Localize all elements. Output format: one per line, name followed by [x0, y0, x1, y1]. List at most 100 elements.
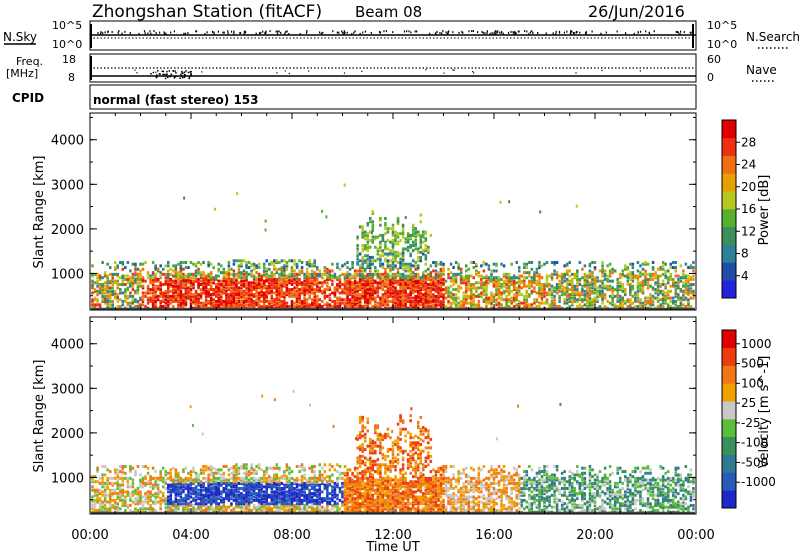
range-gate-cell — [278, 305, 281, 309]
range-gate-cell — [189, 503, 193, 507]
range-gate-cell — [177, 488, 180, 492]
range-gate-cell — [268, 284, 271, 288]
station-title: Zhongshan Station (fitACF) — [92, 2, 322, 22]
range-gate-cell — [159, 294, 162, 298]
range-gate-cell — [391, 276, 395, 280]
range-gate-cell — [384, 274, 387, 278]
nsearch-tick-bottom: 10^0 — [707, 38, 737, 51]
range-gate-cell — [626, 274, 630, 278]
range-gate-cell — [129, 470, 132, 474]
range-gate-cell — [603, 294, 607, 298]
range-gate-cell — [177, 485, 180, 489]
range-gate-cell — [672, 281, 675, 285]
range-gate-cell — [432, 303, 435, 307]
range-gate-cell — [242, 269, 246, 273]
range-gate-cell — [278, 298, 281, 302]
range-gate-cell — [212, 481, 215, 485]
range-gate-cell — [361, 259, 364, 263]
range-gate-cell — [172, 294, 175, 298]
range-gate-cell — [146, 271, 150, 275]
range-gate-cell — [207, 262, 210, 266]
range-gate-cell — [174, 276, 178, 280]
range-gate-cell — [361, 255, 364, 259]
range-gate-cell — [260, 286, 263, 290]
range-gate-cell — [177, 502, 180, 506]
range-gate-cell — [659, 305, 662, 309]
range-gate-cell — [452, 293, 455, 297]
range-gate-cell — [687, 284, 690, 288]
range-gate-cell — [651, 288, 655, 292]
range-gate-cell — [621, 269, 625, 273]
range-gate-cell — [358, 296, 362, 300]
range-gate-cell — [227, 495, 231, 499]
range-gate-cell — [182, 299, 185, 303]
range-gate-cell — [545, 283, 549, 287]
range-gate-cell — [593, 296, 597, 300]
range-gate-cell — [482, 299, 486, 303]
range-gate-cell — [545, 298, 549, 302]
range-gate-cell — [353, 286, 357, 290]
range-gate-cell — [310, 276, 314, 280]
freq-panel: Freq. [MHz] 18 8 60 0 Nave — [6, 53, 777, 84]
range-gate-cell — [164, 279, 167, 283]
range-gate-cell — [429, 299, 433, 303]
range-gate-cell — [376, 272, 380, 276]
nave-label: Nave — [746, 63, 777, 77]
range-gate-cell — [669, 296, 672, 300]
range-gate-cell — [495, 262, 498, 266]
range-gate-cell — [555, 291, 559, 295]
range-gate-cell — [124, 289, 127, 293]
range-gate-cell — [174, 480, 178, 484]
range-gate-cell — [247, 471, 251, 475]
range-gate-cell — [217, 502, 221, 506]
range-gate-cell — [568, 299, 571, 303]
nsky-sample — [481, 30, 483, 33]
range-gate-cell — [270, 296, 274, 300]
range-gate-cell — [154, 509, 157, 513]
range-gate-cell — [227, 305, 231, 309]
range-gate-cell — [126, 286, 130, 290]
range-gate-cell — [257, 272, 261, 276]
range-gate-cell — [449, 301, 453, 305]
range-gate-cell — [164, 478, 167, 482]
range-gate-cell — [222, 305, 226, 309]
range-gate-cell — [477, 274, 481, 278]
nsky-sample — [591, 30, 593, 33]
range-gate-cell — [146, 272, 150, 276]
range-gate-cell — [666, 293, 670, 297]
range-gate-cell — [91, 485, 94, 489]
range-gate-cell — [293, 289, 296, 293]
nsky-sample — [230, 30, 233, 33]
range-gate-cell — [250, 274, 253, 278]
range-gate-cell — [174, 294, 178, 298]
range-gate-cell — [464, 291, 468, 295]
range-gate-cell — [618, 286, 622, 290]
range-gate-cell — [429, 286, 433, 290]
range-gate-cell — [116, 509, 120, 513]
range-gate-cell — [131, 281, 135, 285]
range-gate-cell — [111, 293, 114, 297]
range-gate-cell — [639, 281, 642, 285]
range-gate-cell — [321, 289, 324, 293]
range-gate-cell — [96, 500, 99, 504]
range-gate-cell — [517, 266, 521, 270]
range-gate-cell — [336, 266, 339, 270]
range-gate-cell — [134, 471, 137, 475]
range-gate-cell — [303, 286, 306, 290]
range-gate-cell — [588, 269, 592, 273]
range-gate-cell — [401, 223, 405, 227]
range-gate-cell — [227, 277, 231, 281]
range-gate-cell — [237, 259, 241, 263]
range-gate-cell — [613, 294, 617, 298]
range-gate-cell — [386, 276, 390, 280]
range-gate-cell — [422, 274, 425, 278]
range-gate-cell — [374, 245, 377, 249]
nsky-sample — [428, 32, 431, 35]
range-gate-cell — [515, 288, 518, 292]
range-gate-cell — [310, 262, 314, 266]
range-gate-cell — [222, 505, 226, 509]
range-gate-cell — [295, 283, 299, 287]
range-gate-cell — [467, 277, 470, 281]
range-gate-cell — [313, 293, 316, 297]
range-gate-cell — [250, 500, 253, 504]
